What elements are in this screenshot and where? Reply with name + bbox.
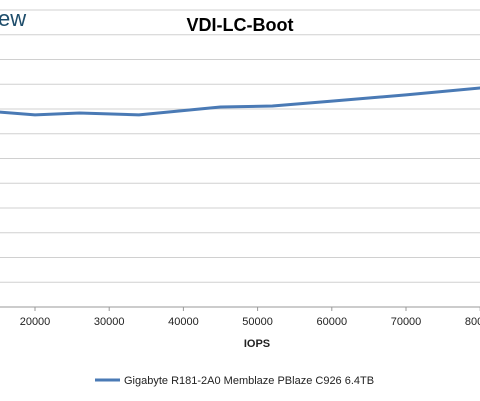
chart-title: VDI-LC-Boot [187,15,294,35]
x-axis-label: IOPS [244,338,270,350]
x-tick-label: 80000 [465,316,480,328]
x-tick-label: 70000 [391,316,422,328]
x-tick-label: 20000 [20,316,51,328]
x-tick-label: 50000 [242,316,273,328]
legend-label: Gigabyte R181-2A0 Memblaze PBlaze C926 6… [124,375,374,387]
x-tick-label: 60000 [317,316,348,328]
x-tick-label: 30000 [94,316,125,328]
x-tick-label: 40000 [168,316,199,328]
data-line [0,86,480,117]
